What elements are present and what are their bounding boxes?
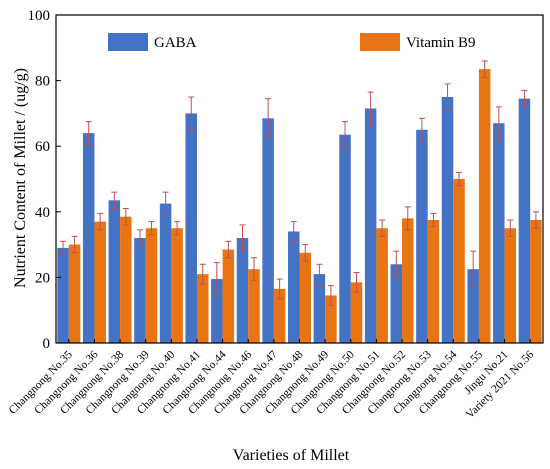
bar-vitamin-b9-2 [94, 221, 106, 343]
error-bar-gaba-19 [521, 89, 528, 108]
error-bar-gaba-2 [85, 121, 92, 146]
bar-gaba-8 [236, 238, 249, 343]
bar-vitamin-b9-16 [453, 179, 465, 343]
bar-gaba-12 [339, 134, 351, 343]
bar-vitamin-b9-12 [350, 282, 363, 343]
bar-vitamin-b9-14 [402, 218, 414, 343]
bar-vitamin-b9-8 [248, 269, 260, 343]
error-bar-vitamin-b9-4 [148, 221, 155, 236]
bar-vitamin-b9-17 [478, 69, 491, 344]
bar-gaba-17 [467, 269, 479, 343]
bars [57, 69, 542, 344]
bar-vitamin-b9-15 [427, 220, 440, 343]
bar-vitamin-b9-11 [325, 295, 337, 343]
error-bar-gaba-17 [470, 250, 477, 288]
bar-gaba-10 [288, 231, 300, 343]
error-bar-gaba-3 [111, 191, 118, 210]
bar-gaba-19 [518, 98, 531, 343]
bar-vitamin-b9-4 [145, 228, 158, 343]
bar-vitamin-b9-9 [273, 288, 286, 343]
error-bar-gaba-1 [60, 240, 67, 255]
error-bar-gaba-7 [213, 262, 220, 296]
legend-swatch-gaba [108, 33, 148, 51]
y-tick-label: 80 [35, 74, 50, 90]
bar-vitamin-b9-18 [504, 228, 517, 343]
bar-gaba-11 [313, 274, 326, 343]
error-bar-vitamin-b9-11 [327, 285, 334, 306]
bar-gaba-9 [262, 118, 274, 343]
bar-gaba-4 [134, 238, 146, 343]
bar-vitamin-b9-19 [530, 220, 542, 343]
bar-gaba-14 [390, 264, 403, 343]
bar-vitamin-b9-5 [171, 228, 183, 343]
bar-vitamin-b9-13 [376, 228, 388, 343]
error-bar-vitamin-b9-19 [532, 211, 539, 229]
error-bars [60, 60, 539, 306]
y-tick-label: 100 [28, 8, 51, 24]
error-bar-gaba-6 [188, 96, 195, 131]
bar-vitamin-b9-7 [222, 249, 235, 343]
error-bar-gaba-5 [162, 191, 169, 216]
bar-gaba-1 [57, 247, 69, 343]
legend-label-vitamin-b9: Vitamin B9 [406, 35, 476, 51]
error-bar-gaba-13 [367, 91, 374, 126]
legend: GABA Vitamin B9 [108, 33, 476, 51]
error-bar-vitamin-b9-2 [97, 212, 104, 231]
error-bar-gaba-18 [495, 106, 502, 141]
error-bar-gaba-4 [136, 229, 143, 247]
bar-gaba-7 [211, 279, 223, 343]
bar-vitamin-b9-6 [196, 274, 209, 343]
y-tick-label: 40 [35, 205, 50, 221]
error-bar-gaba-12 [342, 121, 349, 149]
legend-label-gaba: GABA [154, 35, 197, 51]
bar-vitamin-b9-10 [299, 252, 311, 343]
error-bar-gaba-10 [290, 221, 297, 242]
x-axis-title: Varieties of Millet [233, 447, 350, 464]
bar-gaba-13 [364, 108, 377, 343]
error-bar-vitamin-b9-6 [199, 263, 206, 285]
y-axis-title: Nutrient Content of Millet / (ug/g) [12, 68, 29, 288]
error-bar-vitamin-b9-9 [276, 278, 283, 300]
error-bar-vitamin-b9-10 [302, 244, 309, 262]
error-bar-vitamin-b9-7 [225, 240, 232, 259]
error-bar-vitamin-b9-1 [71, 235, 78, 254]
error-bar-vitamin-b9-8 [250, 257, 257, 282]
bar-vitamin-b9-3 [120, 216, 132, 343]
error-bar-gaba-16 [444, 83, 451, 111]
error-bar-gaba-14 [393, 250, 400, 278]
error-bar-gaba-15 [418, 117, 425, 142]
error-bar-vitamin-b9-3 [122, 208, 129, 226]
error-bar-vitamin-b9-5 [174, 221, 181, 236]
y-tick-label: 60 [35, 139, 50, 155]
bar-vitamin-b9-1 [68, 244, 81, 343]
bar-gaba-6 [185, 113, 197, 344]
legend-swatch-vitamin-b9 [360, 33, 400, 51]
bar-gaba-18 [493, 123, 505, 344]
error-bar-gaba-8 [239, 224, 246, 252]
error-bar-vitamin-b9-16 [456, 171, 463, 187]
error-bar-vitamin-b9-17 [481, 60, 488, 78]
y-tick-label: 20 [35, 270, 50, 286]
bar-gaba-15 [416, 129, 428, 343]
error-bar-vitamin-b9-15 [430, 212, 437, 228]
error-bar-vitamin-b9-12 [353, 271, 360, 293]
bar-gaba-16 [441, 97, 454, 343]
error-bar-gaba-9 [265, 98, 272, 139]
bar-gaba-2 [82, 133, 95, 343]
bar-gaba-5 [159, 203, 172, 343]
error-bar-vitamin-b9-14 [404, 206, 411, 231]
y-tick-label: 0 [43, 336, 51, 352]
error-bar-vitamin-b9-18 [507, 219, 514, 237]
error-bar-gaba-11 [316, 263, 323, 285]
bar-gaba-3 [108, 200, 121, 343]
error-bar-vitamin-b9-13 [379, 219, 386, 237]
